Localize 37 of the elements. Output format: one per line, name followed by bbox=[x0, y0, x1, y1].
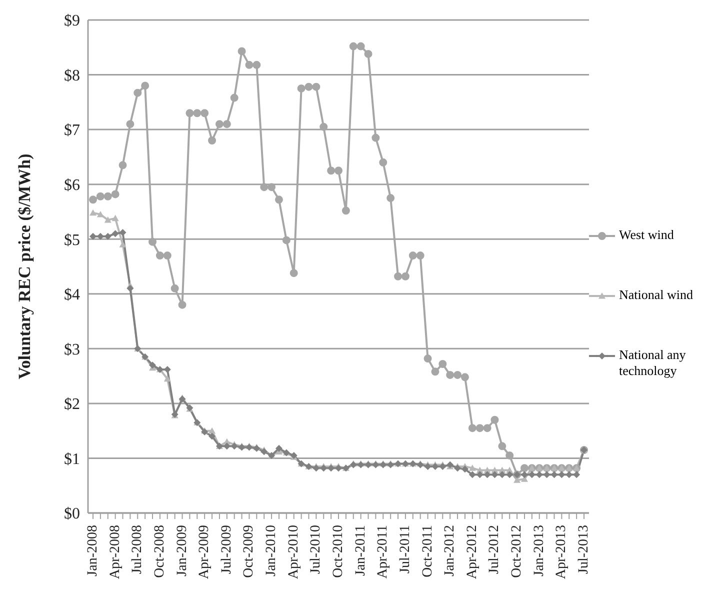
x-tick-label: Jan-2010 bbox=[264, 525, 280, 576]
y-tick-label: $5 bbox=[64, 232, 80, 249]
x-tick-label: Apr-2012 bbox=[464, 525, 480, 580]
x-tick-label: Jan-2013 bbox=[532, 525, 547, 576]
x-tick-label: Jan-2012 bbox=[442, 525, 458, 576]
y-tick-label: $4 bbox=[64, 286, 80, 304]
x-tick-label: Apr-2009 bbox=[197, 525, 212, 580]
y-tick-label: $1 bbox=[64, 450, 80, 468]
x-tick-label: Apr-2008 bbox=[108, 525, 123, 580]
x-tick-label: Oct-2011 bbox=[420, 525, 436, 578]
x-tick-label: Oct-2009 bbox=[242, 525, 257, 578]
y-tick-label: $0 bbox=[64, 506, 80, 523]
legend-label: National any technology bbox=[619, 347, 687, 379]
x-tick-label: Oct-2012 bbox=[510, 525, 525, 578]
x-tick-label: Apr-2013 bbox=[554, 525, 570, 580]
x-tick-label: Apr-2011 bbox=[376, 525, 391, 579]
x-tick-label: Jul-2008 bbox=[130, 525, 146, 574]
x-tick-label: Apr-2010 bbox=[286, 525, 302, 580]
x-tick-label: Jan-2008 bbox=[86, 525, 100, 576]
y-tick-label: $2 bbox=[64, 396, 80, 414]
x-tick-label: Oct-2008 bbox=[152, 525, 168, 578]
y-tick-label: $9 bbox=[64, 12, 80, 30]
x-tick-label: Jul-2013 bbox=[576, 525, 592, 574]
y-tick-label: $3 bbox=[64, 341, 80, 358]
x-tick-label: Jan-2011 bbox=[353, 525, 368, 576]
y-axis-title: Voluntary REC price ($/MWh) bbox=[15, 154, 34, 380]
x-tick-label: Jul-2011 bbox=[398, 525, 413, 574]
x-tick-label: Jul-2010 bbox=[308, 525, 324, 574]
x-tick-label: Jul-2012 bbox=[487, 525, 502, 574]
x-tick-label: Jan-2009 bbox=[174, 525, 190, 576]
x-tick-label: Jul-2009 bbox=[219, 525, 234, 574]
legend-label: National wind bbox=[619, 287, 694, 303]
y-tick-label: $6 bbox=[64, 177, 80, 194]
x-tick-label: Oct-2010 bbox=[331, 525, 346, 578]
y-tick-label: $8 bbox=[64, 67, 80, 84]
legend-label: West wind bbox=[619, 227, 674, 243]
y-tick-label: $7 bbox=[64, 122, 80, 140]
